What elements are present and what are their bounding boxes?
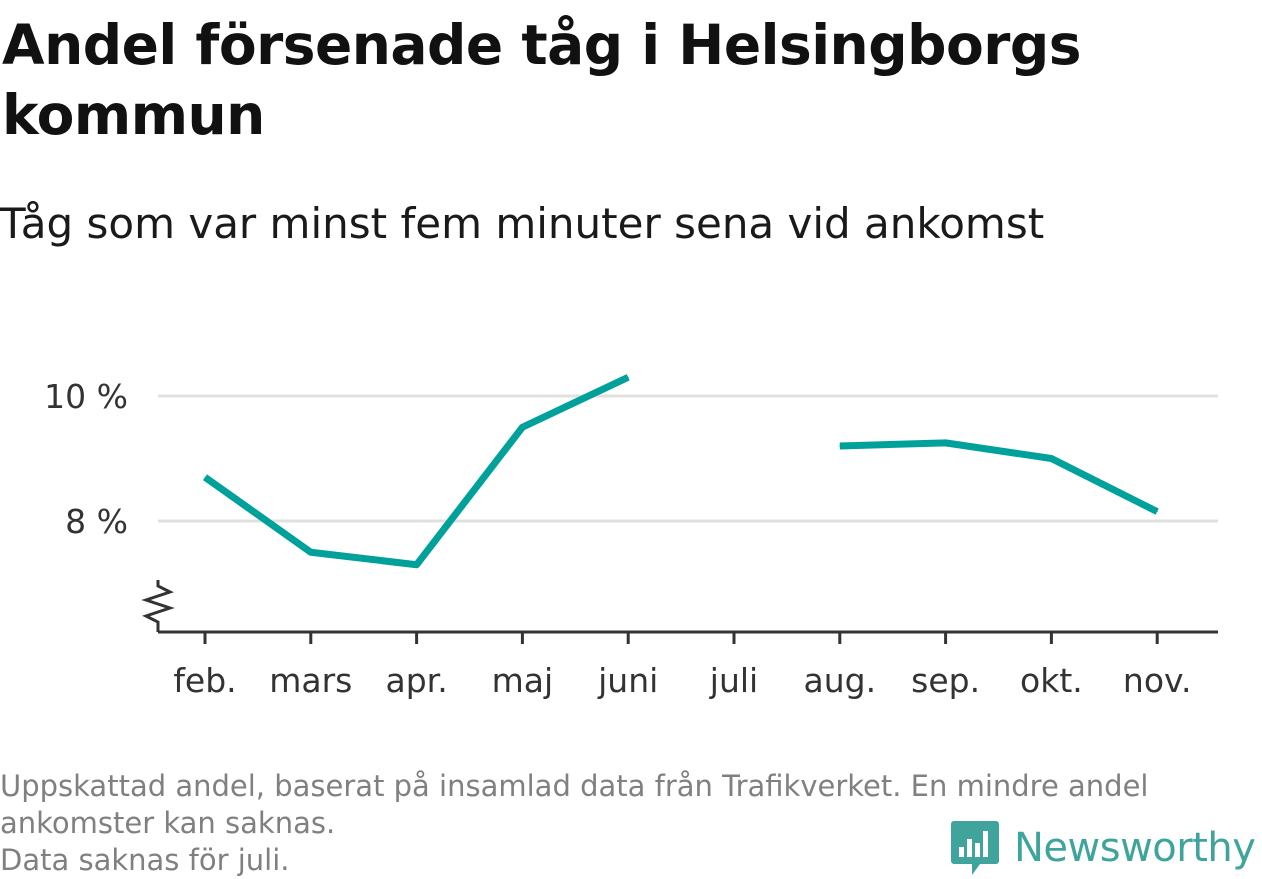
x-tick-label: maj [492,661,554,700]
logo-text: Newsworthy [1014,825,1256,871]
line-chart: 8 % 10 % feb. mars apr. maj juni juli aug. sep. o… [44,374,1218,700]
newsworthy-logo: Newsworthy [950,820,1256,876]
data-point [1050,458,1052,459]
x-tick-label: apr. [385,661,447,700]
data-point [416,564,418,566]
footer-note: Uppskattad andel, baserat på insamlad da… [0,768,1250,879]
gridlines [158,394,1218,523]
axis-break-zigzag [141,580,175,632]
series-line-segment [202,374,630,569]
data-point [204,476,206,478]
x-tick-label: feb. [173,661,236,700]
data-point [627,376,629,378]
footer-note-line: Data saknas för juli. [0,843,290,877]
x-tick-label: mars [269,661,352,700]
data-point [310,551,312,553]
chart-title: Andel försenade tåg i Helsingborgs kommu… [2,13,1081,147]
x-tick-label: juni [597,661,658,700]
x-tick-label: juli [709,661,758,700]
footer-note-line: ankomster kan saknas. [0,806,336,840]
series-line-segment [839,439,1159,515]
data-point [945,442,947,444]
y-tick-label: 8 % [65,502,128,541]
bar-chart-speech-bubble-icon [951,821,999,875]
x-tick-label: aug. [804,661,877,700]
footer-note-line: Uppskattad andel, baserat på insamlad da… [0,769,1149,803]
x-tick-label: nov. [1123,661,1192,700]
data-point [839,445,841,447]
x-axis: feb. mars apr. maj juni juli aug. sep. okt. nov. [141,580,1218,700]
chart-subtitle: Tåg som var minst fem minuter sena vid a… [0,199,1045,248]
x-tick-label: okt. [1020,661,1083,700]
x-tick-label: sep. [911,661,980,700]
series-lines [202,374,1159,569]
data-point [521,426,523,428]
y-axis-ticks: 8 % 10 % [44,377,128,541]
data-point [1156,511,1158,513]
y-tick-label: 10 % [44,377,128,416]
